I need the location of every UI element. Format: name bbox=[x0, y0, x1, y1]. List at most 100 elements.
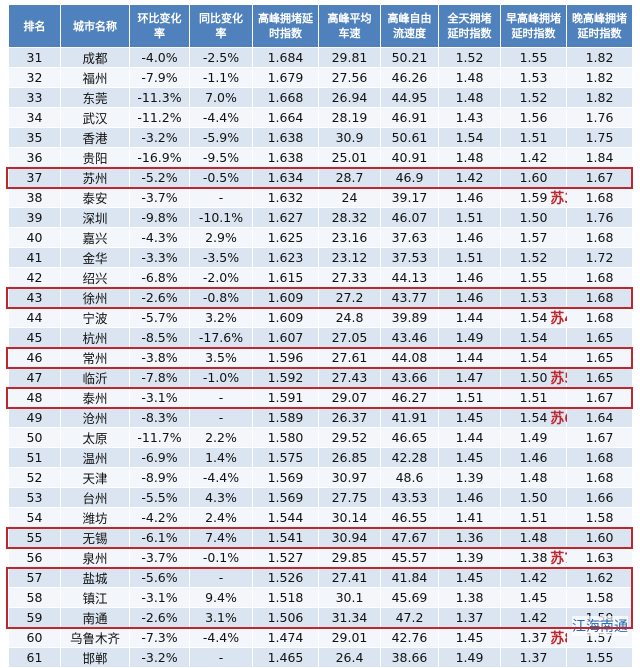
table-cell: 1.42 bbox=[500, 147, 567, 168]
table-cell: 24 bbox=[318, 187, 381, 208]
table-cell: 1.68 bbox=[566, 307, 633, 328]
table-cell: 1.75 bbox=[566, 127, 633, 148]
table-cell: 32 bbox=[8, 67, 61, 88]
ranking-table: 排名 城市名称 环比变化率 同比变化率 高峰拥堵延时指数 高峰平均车速 高峰自由流速度 全天拥… bbox=[8, 4, 633, 668]
table-cell: -3.7% bbox=[129, 187, 190, 208]
table-cell: 43.46 bbox=[380, 327, 439, 348]
table-cell: 47 bbox=[8, 367, 61, 388]
table-cell: 2.2% bbox=[189, 427, 253, 448]
table-cell: 1.65 bbox=[566, 327, 633, 348]
table-cell: -2.5% bbox=[189, 47, 253, 68]
table-cell: 1.72 bbox=[566, 247, 633, 268]
table-cell: -7.8% bbox=[129, 367, 190, 388]
table-cell: 深圳 bbox=[60, 207, 130, 228]
highlight-box bbox=[6, 286, 633, 309]
table-cell: 1.67 bbox=[566, 427, 633, 448]
page: 排名 城市名称 环比变化率 同比变化率 高峰拥堵延时指数 高峰平均车速 高峰自由流速度 全天拥… bbox=[6, 4, 633, 668]
table-row: 49 沧州 -8.3% -1.589 26.37 41.91 1.45 1.54 苏6 1.64 bbox=[8, 407, 633, 428]
table-row: 34 武汉 -11.2% -4.4% 1.664 28.19 46.91 1.43 1.56 1.… bbox=[8, 107, 633, 128]
table-cell: 1.49 bbox=[438, 647, 501, 668]
table-cell: 1.39 bbox=[438, 467, 501, 488]
table-cell: 40 bbox=[8, 227, 61, 248]
table-cell: 7.0% bbox=[189, 87, 253, 108]
table-cell: 30.9 bbox=[318, 127, 381, 148]
table-row: 55 无锡 -6.1% 7.4% 1.541 30.94 47.67 1.36 1.48 1.60 bbox=[8, 527, 633, 548]
table-cell: 成都 bbox=[60, 47, 130, 68]
table-cell: 29.01 bbox=[318, 627, 381, 648]
table-cell: 1.638 bbox=[252, 127, 319, 148]
table-cell: 1.632 bbox=[252, 187, 319, 208]
table-cell: - bbox=[189, 407, 253, 428]
table-cell: 49 bbox=[8, 407, 61, 428]
table-cell: -6.8% bbox=[129, 267, 190, 288]
table-cell: 1.50 bbox=[500, 207, 567, 228]
table-row: 48 泰州 -3.1% -1.591 29.07 46.27 1.51 1.51 1.67 bbox=[8, 387, 633, 408]
table-cell: 1.627 bbox=[252, 207, 319, 228]
table-cell: 1.63 bbox=[566, 547, 633, 568]
table-cell: 28.32 bbox=[318, 207, 381, 228]
table-cell: 46.91 bbox=[380, 107, 439, 128]
table-cell: -3.7% bbox=[129, 547, 190, 568]
table-cell: -0.8% bbox=[189, 287, 253, 308]
table-cell: 43 bbox=[8, 287, 61, 308]
header-cell: 排名 bbox=[8, 4, 61, 48]
table-cell: 2.4% bbox=[189, 507, 253, 528]
table-cell: 1.44 bbox=[438, 347, 501, 368]
table-cell: 58 bbox=[8, 587, 61, 608]
table-cell: -8.5% bbox=[129, 327, 190, 348]
table-cell: 1.575 bbox=[252, 447, 319, 468]
table-cell: 邯郸 bbox=[60, 647, 130, 668]
table-cell: 1.580 bbox=[252, 427, 319, 448]
table-cell: 1.51 bbox=[500, 507, 567, 528]
table-row: 33 东莞 -11.3% 7.0% 1.668 26.94 44.95 1.48 1.52 1.8… bbox=[8, 87, 633, 108]
table-cell: 24.8 bbox=[318, 307, 381, 328]
table-cell: 40.91 bbox=[380, 147, 439, 168]
table-cell: 46.27 bbox=[380, 387, 439, 408]
table-cell: 1.51 bbox=[438, 247, 501, 268]
table-cell: 53 bbox=[8, 487, 61, 508]
table-cell: 46.65 bbox=[380, 427, 439, 448]
table-cell: 1.55 bbox=[500, 267, 567, 288]
header-cell: 高峰自由流速度 bbox=[380, 4, 439, 48]
table-row: 45 杭州 -8.5% -17.6% 1.607 27.05 43.46 1.49 1.54 1.… bbox=[8, 327, 633, 348]
table-row: 53 台州 -5.5% 4.3% 1.569 27.75 43.53 1.46 1.50 1.66 bbox=[8, 487, 633, 508]
table-row: 39 深圳 -9.8% -10.1% 1.627 28.32 46.07 1.51 1.50 1.… bbox=[8, 207, 633, 228]
table-cell: 27.33 bbox=[318, 267, 381, 288]
table-cell: 1.57 bbox=[500, 227, 567, 248]
table-cell: -5.6% bbox=[129, 567, 190, 588]
table-cell: 1.541 bbox=[252, 527, 319, 548]
table-cell: 泰安 bbox=[60, 187, 130, 208]
table-cell: 42 bbox=[8, 267, 61, 288]
table-cell: 26.37 bbox=[318, 407, 381, 428]
table-cell: -8.3% bbox=[129, 407, 190, 428]
table-cell: 1.45 bbox=[500, 587, 567, 608]
table-cell: 1.48 bbox=[438, 147, 501, 168]
table-cell: 1.44 bbox=[438, 427, 501, 448]
table-cell: 1.82 bbox=[566, 67, 633, 88]
table-cell: 44.08 bbox=[380, 347, 439, 368]
table-cell: - bbox=[189, 387, 253, 408]
table-cell: 59 bbox=[8, 607, 61, 628]
table-cell: 1.544 bbox=[252, 507, 319, 528]
table-cell: -5.7% bbox=[129, 307, 190, 328]
table-cell: 23.12 bbox=[318, 247, 381, 268]
table-row: 52 天津 -8.9% -4.4% 1.569 30.97 48.6 1.39 1.48 1.68 bbox=[8, 467, 633, 488]
table-cell: 45.69 bbox=[380, 587, 439, 608]
table-row: 54 潍坊 -4.2% 2.4% 1.544 30.14 46.55 1.41 1.51 1.58 bbox=[8, 507, 633, 528]
table-cell: 1.41 bbox=[438, 507, 501, 528]
table-cell: 1.50 苏5 bbox=[500, 367, 574, 388]
table-cell: 1.592 bbox=[252, 367, 319, 388]
table-cell: 1.68 bbox=[566, 447, 633, 468]
table-cell: 1.569 bbox=[252, 467, 319, 488]
table-cell: 3.1% bbox=[189, 607, 253, 628]
table-cell: 39.89 bbox=[380, 307, 439, 328]
table-cell: 1.59 苏3 bbox=[500, 187, 574, 208]
header-cell: 高峰平均车速 bbox=[318, 4, 381, 48]
table-cell: 南通 bbox=[60, 607, 130, 628]
table-cell: 东莞 bbox=[60, 87, 130, 108]
table-body: 31 成都 -4.0% -2.5% 1.684 29.81 50.21 1.52 1.55 1.8… bbox=[8, 47, 633, 668]
table-cell: 42.28 bbox=[380, 447, 439, 468]
table-cell: 1.474 bbox=[252, 627, 319, 648]
table-cell: 37.53 bbox=[380, 247, 439, 268]
